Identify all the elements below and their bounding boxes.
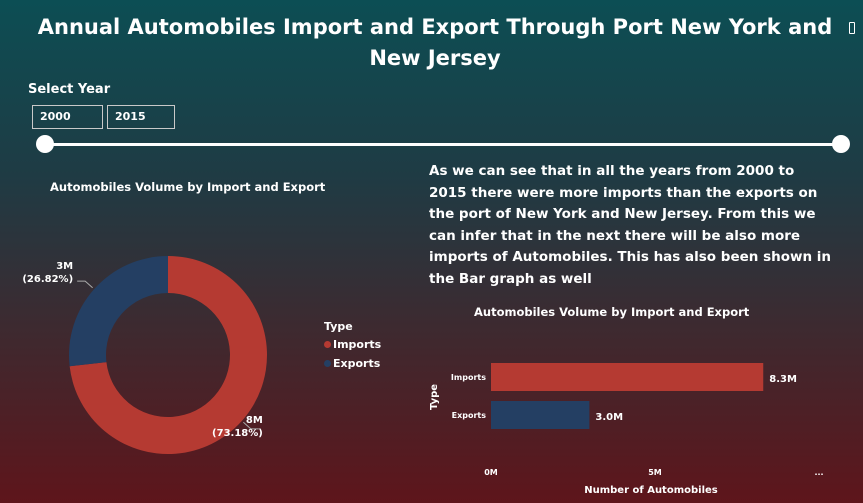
year-slider-start-handle[interactable] — [36, 135, 54, 153]
bar-category-label: Imports — [451, 373, 486, 382]
bar-x-tick-label: ... — [814, 468, 823, 477]
legend-label: Exports — [333, 357, 381, 370]
year-slider-end-handle[interactable] — [832, 135, 850, 153]
bar-exports[interactable] — [491, 401, 590, 429]
donut-percent-label: (26.82%) — [22, 274, 73, 285]
focus-mode-icon[interactable] — [849, 22, 855, 34]
donut-value-label: 3M — [56, 261, 73, 272]
legend-item-exports[interactable]: Exports — [324, 357, 381, 370]
insight-text: As we can see that in all the years from… — [429, 163, 832, 287]
donut-legend: Type Imports Exports — [324, 320, 381, 376]
bar-x-tick-label: 0M — [484, 468, 498, 477]
legend-title: Type — [324, 320, 353, 333]
donut-chart[interactable]: 8M (73.18%) 3M (26.82%) — [0, 205, 300, 475]
bar-imports[interactable] — [491, 363, 764, 391]
year-to-input[interactable]: 2015 — [107, 105, 175, 129]
bar-value-label: 8.3M — [769, 374, 797, 385]
donut-leader-line — [77, 280, 93, 289]
bar-x-tick-label: 5M — [648, 468, 662, 477]
page-title: Annual Automobiles Import and Export Thr… — [37, 15, 833, 70]
bar-category-label: Exports — [452, 411, 487, 420]
bar-chart[interactable]: Imports 8.3M Exports 3.0M Type 0M 5M ... Number … — [420, 355, 840, 500]
bar-x-axis-title: Number of Automobiles — [584, 485, 718, 496]
bar-chart-title: Automobiles Volume by Import and Export — [474, 305, 750, 319]
legend-label: Imports — [333, 338, 382, 351]
legend-dot — [324, 341, 331, 348]
donut-slice-exports[interactable] — [68, 256, 168, 367]
year-from-input[interactable]: 2000 — [32, 105, 103, 129]
bar-value-label: 3.0M — [595, 412, 623, 423]
donut-leader-line — [243, 421, 259, 430]
donut-percent-label: (73.18%) — [212, 428, 263, 439]
donut-chart-title: Automobiles Volume by Import and Export — [50, 180, 326, 194]
donut-value-label: 8M — [246, 415, 263, 426]
year-filter-label: Select Year — [28, 82, 111, 97]
legend-dot — [324, 360, 331, 367]
legend-item-imports[interactable]: Imports — [324, 338, 381, 351]
year-slider-track[interactable] — [44, 143, 841, 146]
donut-slice-imports[interactable] — [69, 256, 268, 454]
bar-y-axis-title: Type — [429, 384, 440, 410]
